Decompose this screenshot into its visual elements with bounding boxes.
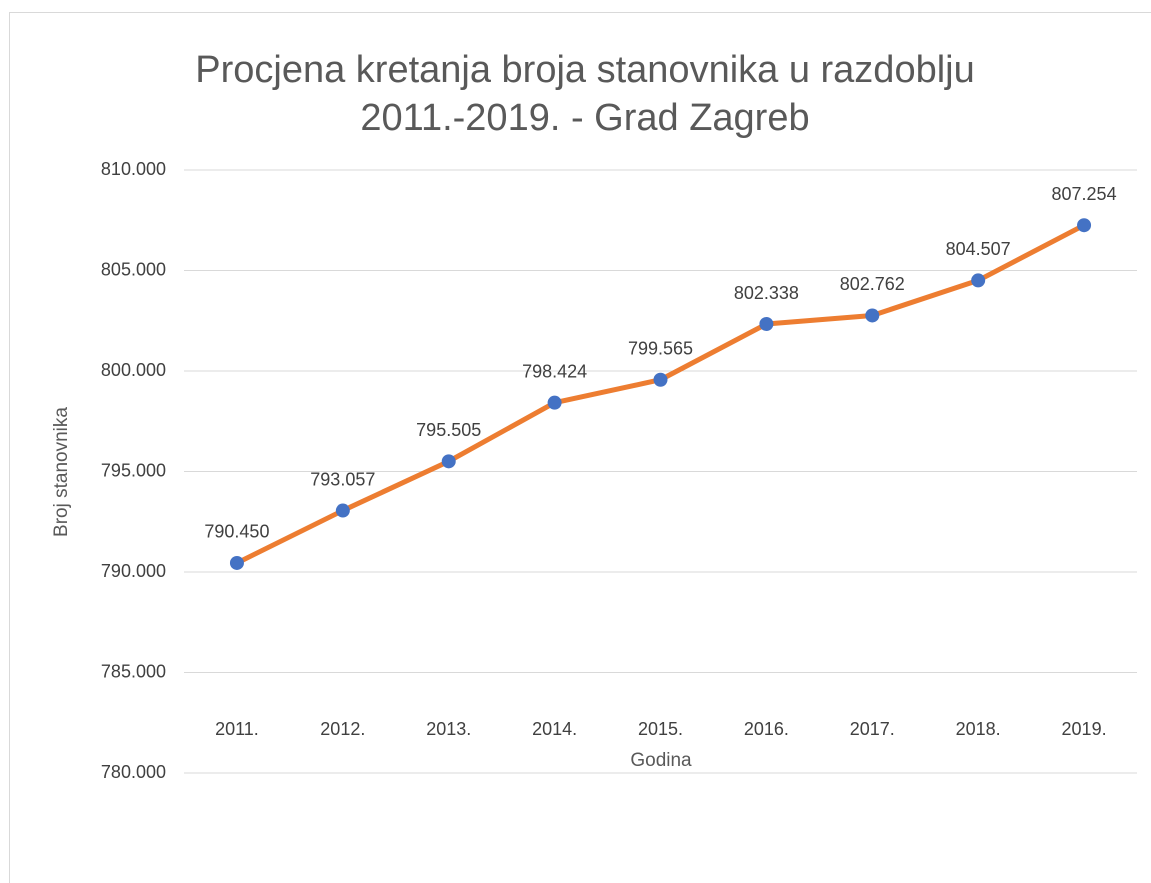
data-label: 795.505 xyxy=(416,420,481,440)
y-tick-label: 800.000 xyxy=(101,360,166,380)
chart-title: 2011.-2019. - Grad Zagreb xyxy=(360,97,809,139)
x-tick-label: 2015. xyxy=(638,719,683,739)
y-tick-label: 785.000 xyxy=(101,661,166,681)
x-tick-label: 2011. xyxy=(215,719,259,739)
y-tick-label: 795.000 xyxy=(101,460,166,480)
data-label: 807.254 xyxy=(1052,184,1117,204)
data-point xyxy=(971,273,986,288)
x-axis-label: Godina xyxy=(630,750,692,771)
data-point xyxy=(441,454,456,469)
data-label: 802.762 xyxy=(840,274,905,294)
data-label: 799.565 xyxy=(628,338,693,358)
x-tick-label: 2017. xyxy=(850,719,895,739)
y-tick-label: 780.000 xyxy=(101,762,166,782)
x-tick-label: 2016. xyxy=(744,719,789,739)
data-label: 790.450 xyxy=(204,522,269,542)
data-label: 793.057 xyxy=(310,469,375,489)
y-tick-label: 790.000 xyxy=(101,561,166,581)
data-point xyxy=(759,317,774,332)
chart-title: Procjena kretanja broja stanovnika u raz… xyxy=(195,49,974,91)
data-point xyxy=(865,308,880,323)
series-line xyxy=(234,222,1087,566)
x-tick-label: 2018. xyxy=(956,719,1001,739)
data-label: 798.424 xyxy=(522,361,587,381)
y-tick-label: 810.000 xyxy=(101,159,166,179)
data-label: 802.338 xyxy=(734,283,799,303)
x-tick-label: 2013. xyxy=(426,719,471,739)
data-point xyxy=(229,555,244,570)
data-point xyxy=(547,395,562,410)
data-point xyxy=(1077,218,1092,233)
data-label: 804.507 xyxy=(946,239,1011,259)
y-axis-label: Broj stanovnika xyxy=(51,407,72,537)
chart-border xyxy=(9,12,1151,883)
x-tick-label: 2014. xyxy=(532,719,577,739)
x-tick-label: 2012. xyxy=(320,719,365,739)
data-point xyxy=(335,503,350,518)
y-tick-label: 805.000 xyxy=(101,259,166,279)
data-point xyxy=(653,372,668,387)
x-tick-label: 2019. xyxy=(1062,719,1107,739)
